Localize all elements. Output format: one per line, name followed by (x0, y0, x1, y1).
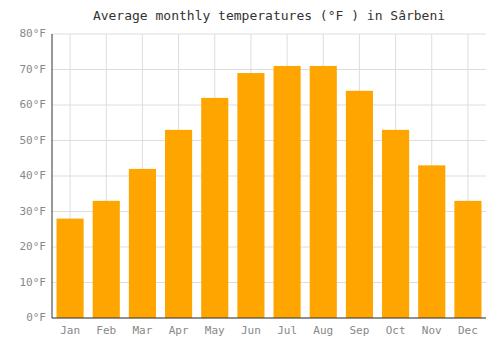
chart-container: Average monthly temperatures (°F ) in Sâ… (0, 0, 500, 350)
x-tick-label: Aug (313, 324, 333, 337)
x-tick-label: Mar (132, 324, 152, 337)
y-tick-label: 80°F (20, 27, 47, 40)
grid (52, 34, 486, 318)
y-tick-label: 40°F (20, 169, 47, 182)
y-tick-label: 60°F (20, 98, 47, 111)
x-tick-label: May (205, 324, 225, 337)
bar (418, 165, 445, 318)
x-tick-label: Jun (241, 324, 261, 337)
chart: Average monthly temperatures (°F ) in Sâ… (0, 0, 500, 350)
x-tick-label: Oct (386, 324, 406, 337)
bar (382, 130, 409, 318)
x-tick-label: Nov (422, 324, 442, 337)
bar (310, 66, 337, 318)
y-tick-label: 70°F (20, 63, 47, 76)
bar (346, 91, 373, 318)
x-axis (52, 318, 486, 319)
grid-line-y (52, 140, 486, 141)
bar (57, 219, 84, 318)
grid-line-y (52, 34, 486, 35)
x-tick-label: Apr (169, 324, 189, 337)
bar (454, 201, 481, 318)
bar (237, 73, 264, 318)
y-tick-label: 50°F (20, 134, 47, 147)
x-tick-label: Feb (96, 324, 116, 337)
grid-line-y (52, 318, 486, 319)
y-tick-label: 20°F (20, 240, 47, 253)
bar (93, 201, 120, 318)
y-tick-label: 10°F (20, 276, 47, 289)
bar (201, 98, 228, 318)
y-axis (52, 34, 53, 318)
bars (57, 66, 482, 318)
grid-line-y (52, 105, 486, 106)
grid-line-y (52, 69, 486, 70)
x-tick-label: Dec (458, 324, 478, 337)
title: Average monthly temperatures (°F ) in Sâ… (93, 8, 445, 23)
x-tick-label: Jan (60, 324, 80, 337)
x-tick-label: Sep (349, 324, 369, 337)
x-tick-label: Jul (277, 324, 297, 337)
y-tick-label: 30°F (20, 205, 47, 218)
bar (274, 66, 301, 318)
y-tick-label: 0°F (26, 311, 46, 324)
bar (165, 130, 192, 318)
bar (129, 169, 156, 318)
